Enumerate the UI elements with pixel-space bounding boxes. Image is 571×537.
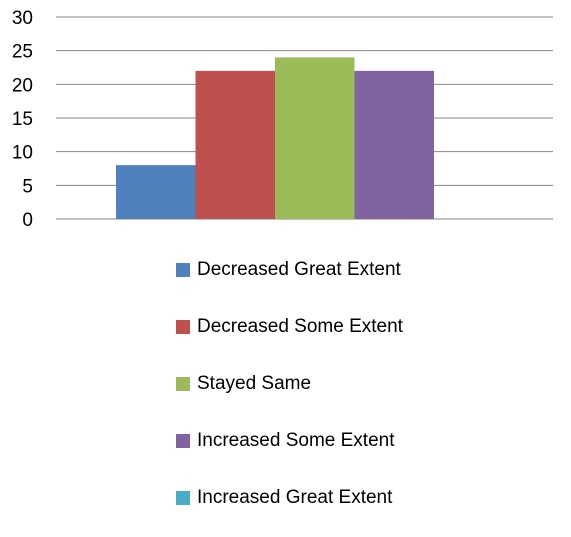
bar-stayed-same [275, 57, 355, 220]
legend-item: Increased Some Extent [176, 423, 403, 459]
legend: Decreased Great Extent Decreased Some Ext… [176, 252, 403, 537]
legend-label: Decreased Some Extent [197, 316, 403, 337]
bar-increased-some-extent [354, 70, 434, 219]
y-tick-label: 10 [12, 143, 33, 164]
bars [116, 57, 434, 220]
legend-item: Increased Great Extent [176, 480, 403, 516]
y-tick-label: 0 [22, 210, 33, 231]
y-axis-tick-labels: 0 5 10 15 20 25 30 [12, 8, 33, 231]
legend-label: Decreased Great Extent [197, 259, 401, 280]
legend-item: Decreased Great Extent [176, 252, 403, 288]
legend-swatch [176, 377, 190, 391]
y-tick-label: 5 [22, 176, 33, 197]
bar-decreased-great-extent [116, 165, 196, 219]
y-tick-label: 20 [12, 75, 33, 96]
legend-swatch [176, 434, 190, 448]
y-tick-label: 15 [12, 109, 33, 130]
bar-chart: 0 5 10 15 20 25 30 [12, 8, 553, 231]
legend-label: Increased Great Extent [197, 487, 393, 508]
y-tick-label: 25 [12, 42, 33, 63]
legend-swatch [176, 491, 190, 505]
legend-item: Stayed Same [176, 366, 403, 402]
legend-swatch [176, 320, 190, 334]
y-tick-label: 30 [12, 8, 33, 29]
bar-decreased-some-extent [195, 70, 275, 219]
legend-label: Stayed Same [197, 373, 312, 394]
legend-swatch [176, 263, 190, 277]
legend-item: Decreased Some Extent [176, 309, 403, 345]
legend-label: Increased Some Extent [197, 430, 395, 451]
